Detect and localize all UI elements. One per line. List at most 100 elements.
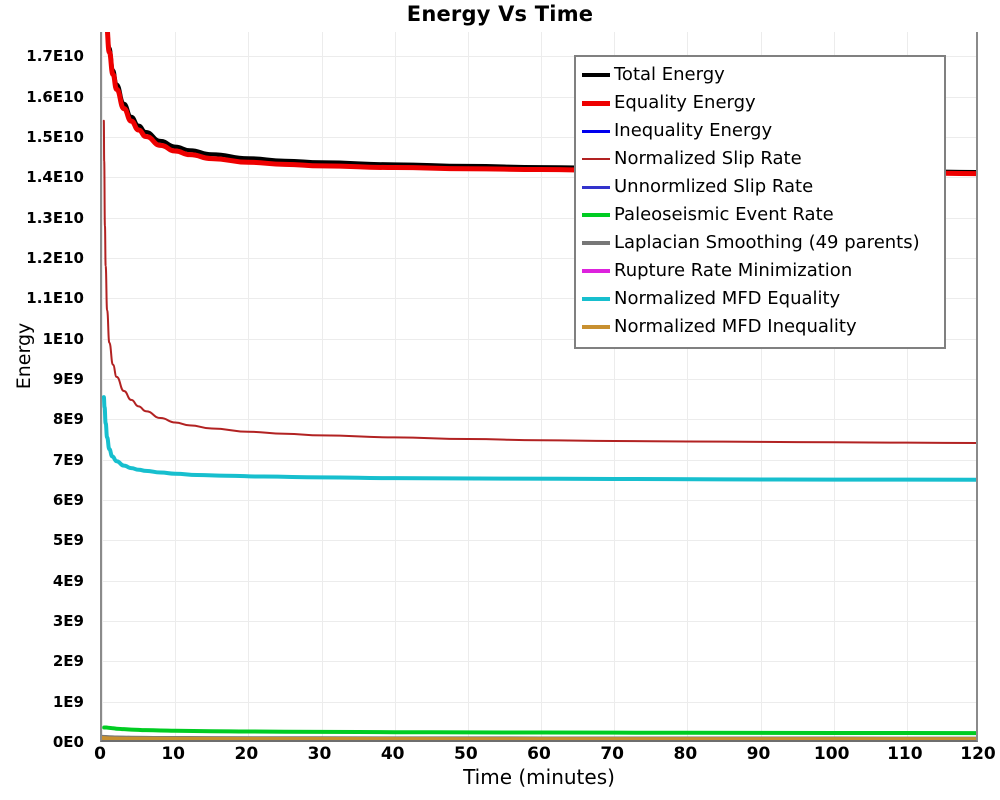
y-tick-label: 1.2E10: [26, 248, 84, 267]
grid-line-horizontal: [102, 661, 976, 662]
legend-item[interactable]: Unnormlized Slip Rate: [582, 173, 938, 201]
grid-line-vertical: [102, 32, 103, 740]
legend-color-swatch: [582, 269, 610, 273]
legend-color-swatch: [582, 241, 610, 245]
y-tick-label: 1.3E10: [26, 208, 84, 227]
grid-line-horizontal: [102, 56, 976, 57]
grid-line-horizontal: [102, 218, 976, 219]
legend-label: Equality Energy: [614, 92, 756, 113]
y-tick-label: 1.1E10: [26, 289, 84, 308]
y-tick-label: 2E9: [52, 652, 84, 671]
chart-legend[interactable]: Total Energy Equality Energy Inequality En…: [574, 55, 946, 349]
legend-color-swatch: [582, 213, 610, 217]
series-line: [102, 725, 976, 736]
x-tick-label: 20: [234, 744, 259, 764]
grid-line-horizontal: [102, 177, 976, 178]
x-tick-label: 70: [600, 744, 624, 764]
x-tick-label: 80: [673, 744, 698, 764]
x-tick-label: 110: [887, 744, 923, 764]
legend-label: Laplacian Smoothing (49 parents): [614, 232, 920, 253]
grid-lines: [102, 32, 976, 740]
grid-line-vertical: [248, 32, 249, 740]
legend-color-swatch: [582, 185, 610, 189]
legend-item[interactable]: Normalized Slip Rate: [582, 145, 938, 173]
series-line: [102, 119, 976, 445]
legend-item[interactable]: Laplacian Smoothing (49 parents): [582, 229, 938, 257]
grid-line-vertical: [322, 32, 323, 740]
y-tick-label: 8E9: [52, 410, 84, 429]
legend-label: Paleoseismic Event Rate: [614, 204, 834, 225]
legend-color-swatch: [582, 73, 610, 77]
legend-color-swatch: [582, 158, 610, 160]
grid-line-horizontal: [102, 298, 976, 299]
x-tick-label: 60: [527, 744, 551, 764]
legend-item[interactable]: Normalized MFD Equality: [582, 285, 938, 313]
legend-label: Inequality Energy: [614, 120, 773, 141]
grid-line-horizontal: [102, 500, 976, 501]
y-tick-label: 1.4E10: [26, 168, 84, 187]
legend-item[interactable]: Rupture Rate Minimization: [582, 257, 938, 285]
series-line: [102, 395, 976, 482]
y-tick-label: 3E9: [52, 611, 84, 630]
legend-item[interactable]: Normalized MFD Inequality: [582, 313, 938, 341]
grid-line-horizontal: [102, 621, 976, 622]
legend-item[interactable]: Equality Energy: [582, 89, 938, 117]
grid-line-horizontal: [102, 258, 976, 259]
grid-line-horizontal: [102, 97, 976, 98]
legend-label: Unnormlized Slip Rate: [614, 176, 814, 197]
grid-line-vertical: [541, 32, 542, 740]
grid-line-vertical: [395, 32, 396, 740]
grid-line-vertical: [614, 32, 615, 740]
y-tick-label: 4E9: [52, 571, 84, 590]
legend-color-swatch: [582, 297, 610, 301]
grid-line-vertical: [687, 32, 688, 740]
grid-line-vertical: [907, 32, 908, 740]
y-tick-label: 5E9: [52, 531, 84, 550]
x-tick-label: 40: [380, 744, 405, 764]
x-tick-label: 100: [813, 744, 850, 764]
legend-color-swatch: [582, 325, 610, 329]
series-line: [102, 735, 976, 740]
x-tick-label: 90: [746, 744, 771, 764]
legend-item[interactable]: Inequality Energy: [582, 117, 938, 145]
grid-line-horizontal: [102, 581, 976, 582]
y-tick-label: 0E0: [52, 733, 84, 751]
grid-line-vertical: [468, 32, 469, 740]
x-tick-label: 10: [161, 744, 185, 764]
x-tick-label: 30: [307, 744, 332, 764]
x-tick-label: 120: [960, 744, 996, 764]
legend-label: Rupture Rate Minimization: [614, 260, 853, 281]
y-tick-label: 1E10: [42, 329, 84, 348]
legend-label: Normalized MFD Equality: [614, 288, 841, 309]
legend-item[interactable]: Total Energy: [582, 61, 938, 89]
legend-color-swatch: [582, 100, 610, 106]
grid-line-horizontal: [102, 137, 976, 138]
x-tick-label: 0: [94, 744, 106, 764]
y-tick-label: 9E9: [52, 369, 84, 388]
legend-label: Normalized Slip Rate: [614, 148, 802, 169]
grid-line-horizontal: [102, 460, 976, 461]
grid-line-vertical: [175, 32, 176, 740]
y-tick-label: 1.7E10: [26, 47, 84, 66]
x-axis-label: Time (minutes): [463, 765, 615, 789]
legend-label: Normalized MFD Inequality: [614, 316, 857, 337]
grid-line-horizontal: [102, 339, 976, 340]
grid-line-horizontal: [102, 702, 976, 703]
y-tick-label: 1E9: [52, 692, 84, 711]
y-tick-label: 6E9: [52, 490, 84, 509]
grid-line-horizontal: [102, 540, 976, 541]
grid-line-vertical: [761, 32, 762, 740]
y-axis-tick-labels: 0E0 1E9 2E9 3E9 4E9 5E9 6E9 7E9 8E9 9E9 1E10 1.1E10…: [0, 0, 92, 800]
legend-item[interactable]: Paleoseismic Event Rate: [582, 201, 938, 229]
y-tick-label: 1.6E10: [26, 87, 84, 106]
chart-title: Energy Vs Time: [406, 2, 594, 26]
legend-label: Total Energy: [614, 64, 725, 85]
x-tick-label: 50: [453, 744, 478, 764]
y-tick-label: 7E9: [52, 450, 84, 469]
grid-line-horizontal: [102, 379, 976, 380]
y-tick-label: 1.5E10: [26, 127, 84, 146]
grid-line-vertical: [834, 32, 835, 740]
grid-line-horizontal: [102, 419, 976, 420]
legend-color-swatch: [582, 129, 610, 133]
